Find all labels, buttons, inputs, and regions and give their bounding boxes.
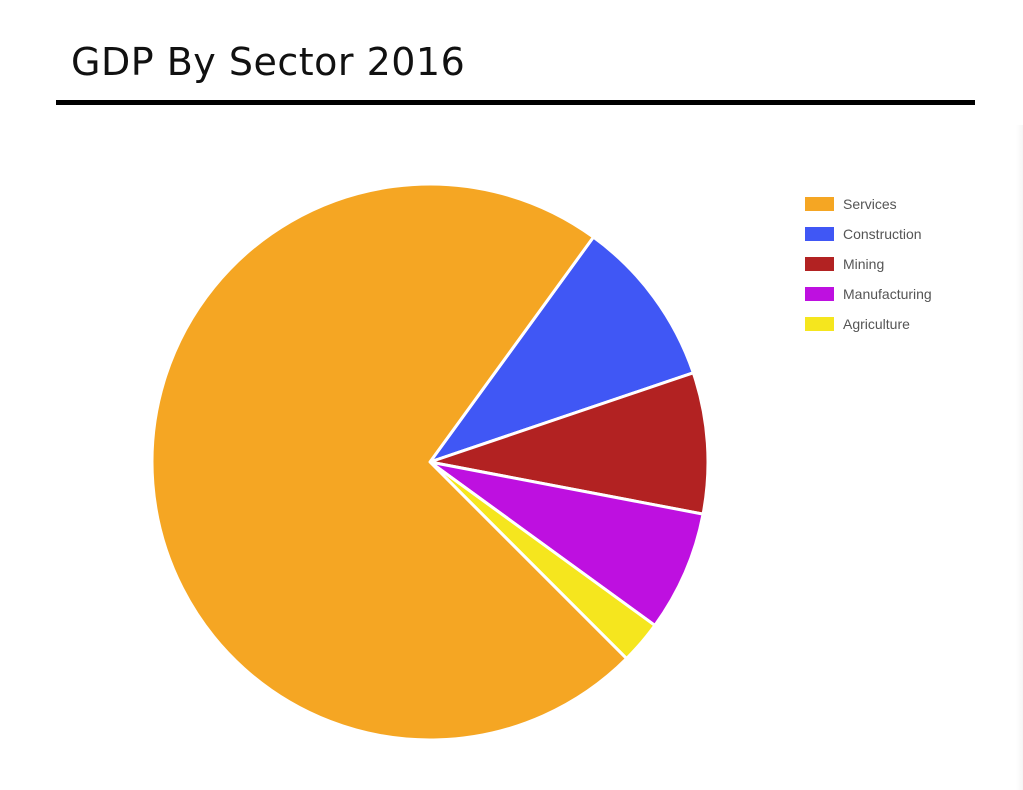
pie-slices: [150, 182, 710, 742]
title-divider: [56, 100, 975, 105]
page-title: GDP By Sector 2016: [71, 40, 466, 84]
legend-swatch-agriculture: [805, 317, 834, 331]
legend-label-manufacturing[interactable]: Manufacturing: [843, 286, 932, 302]
legend-swatch-manufacturing: [805, 287, 834, 301]
legend-label-agriculture[interactable]: Agriculture: [843, 316, 910, 332]
panel-edge: [1016, 125, 1023, 790]
legend-label-services[interactable]: Services: [843, 196, 897, 212]
pie-slice-construction[interactable]: [428, 235, 695, 464]
legend-swatch-mining: [805, 257, 834, 271]
chart-legend: Services Construction Mining Manufacturing A…: [805, 196, 932, 332]
pie-slice-services[interactable]: [150, 182, 629, 742]
legend-swatch-services: [805, 197, 834, 211]
pie-slice-mining[interactable]: [428, 371, 710, 516]
legend-label-mining[interactable]: Mining: [843, 256, 884, 272]
legend-label-construction[interactable]: Construction: [843, 226, 922, 242]
legend-swatch-construction: [805, 227, 834, 241]
pie-slice-manufacturing[interactable]: [428, 460, 705, 627]
